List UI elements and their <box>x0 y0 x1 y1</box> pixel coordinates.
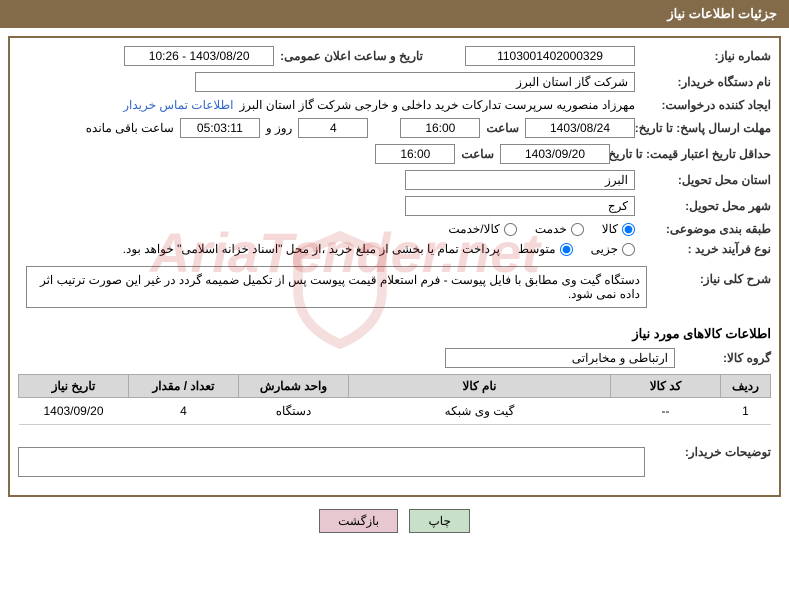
table-row: 1 -- گیت وی شبکه دستگاه 4 1403/09/20 <box>19 398 771 425</box>
delivery-city-field: کرج <box>405 196 635 216</box>
buyer-org-label: نام دستگاه خریدار: <box>641 75 771 89</box>
notes-label: توضیحات خریدار: <box>651 439 771 459</box>
th-unit: واحد شمارش <box>239 375 349 398</box>
days-and-label: روز و <box>266 121 293 135</box>
th-name: نام کالا <box>349 375 611 398</box>
deadline-label: مهلت ارسال پاسخ: تا تاریخ: <box>641 121 771 135</box>
cell-date: 1403/09/20 <box>19 398 129 425</box>
radio-both[interactable]: کالا/خدمت <box>448 222 516 236</box>
time-label-2: ساعت <box>461 147 494 161</box>
group-label: گروه کالا: <box>681 351 771 365</box>
validity-date-field: 1403/09/20 <box>500 144 610 164</box>
buyer-notes-box <box>18 447 645 477</box>
back-button[interactable]: بازگشت <box>319 509 398 533</box>
delivery-province-field: البرز <box>405 170 635 190</box>
radio-service[interactable]: خدمت <box>535 222 584 236</box>
deadline-date-field: 1403/08/24 <box>525 118 635 138</box>
remaining-days-field: 4 <box>298 118 368 138</box>
deadline-time-field: 16:00 <box>400 118 480 138</box>
announce-field: 1403/08/20 - 10:26 <box>124 46 274 66</box>
radio-partial[interactable]: جزیی <box>591 242 635 256</box>
items-table: ردیف کد کالا نام کالا واحد شمارش تعداد /… <box>18 374 771 425</box>
group-field: ارتباطی و مخابراتی <box>445 348 675 368</box>
th-qty: تعداد / مقدار <box>129 375 239 398</box>
buyer-org-field: شرکت گاز استان البرز <box>195 72 635 92</box>
page-header: جزئیات اطلاعات نیاز <box>0 0 789 28</box>
category-label: طبقه بندی موضوعی: <box>641 222 771 236</box>
cell-code: -- <box>611 398 721 425</box>
button-row: چاپ بازگشت <box>0 509 789 533</box>
time-label-1: ساعت <box>486 121 519 135</box>
cell-unit: دستگاه <box>239 398 349 425</box>
remaining-suffix: ساعت باقی مانده <box>86 121 174 135</box>
requester-label: ایجاد کننده درخواست: <box>641 98 771 112</box>
validity-time-field: 16:00 <box>375 144 455 164</box>
th-date: تاریخ نیاز <box>19 375 129 398</box>
radio-goods[interactable]: کالا <box>602 222 635 236</box>
cell-name: گیت وی شبکه <box>349 398 611 425</box>
process-radio-group: جزیی متوسط <box>518 242 635 256</box>
radio-medium[interactable]: متوسط <box>518 242 573 256</box>
need-number-label: شماره نیاز: <box>641 49 771 63</box>
validity-label: حداقل تاریخ اعتبار قیمت: تا تاریخ: <box>616 147 771 161</box>
process-label: نوع فرآیند خرید : <box>641 242 771 256</box>
delivery-city-label: شهر محل تحویل: <box>641 199 771 213</box>
overview-label: شرح کلی نیاز: <box>661 266 771 286</box>
delivery-province-label: استان محل تحویل: <box>641 173 771 187</box>
th-row: ردیف <box>721 375 771 398</box>
need-number-field: 1103001402000329 <box>465 46 635 66</box>
announce-label: تاریخ و ساعت اعلان عمومی: <box>280 49 423 63</box>
page-title: جزئیات اطلاعات نیاز <box>667 6 777 21</box>
buyer-contact-link[interactable]: اطلاعات تماس خریدار <box>123 98 233 112</box>
requester-value: مهرزاد منصوریه سرپرست تدارکات خرید داخلی… <box>239 98 635 112</box>
print-button[interactable]: چاپ <box>409 509 469 533</box>
cell-row: 1 <box>721 398 771 425</box>
remaining-time-field: 05:03:11 <box>180 118 260 138</box>
th-code: کد کالا <box>611 375 721 398</box>
category-radio-group: کالا خدمت کالا/خدمت <box>448 222 635 236</box>
cell-qty: 4 <box>129 398 239 425</box>
watermark-shield-icon <box>280 230 400 350</box>
